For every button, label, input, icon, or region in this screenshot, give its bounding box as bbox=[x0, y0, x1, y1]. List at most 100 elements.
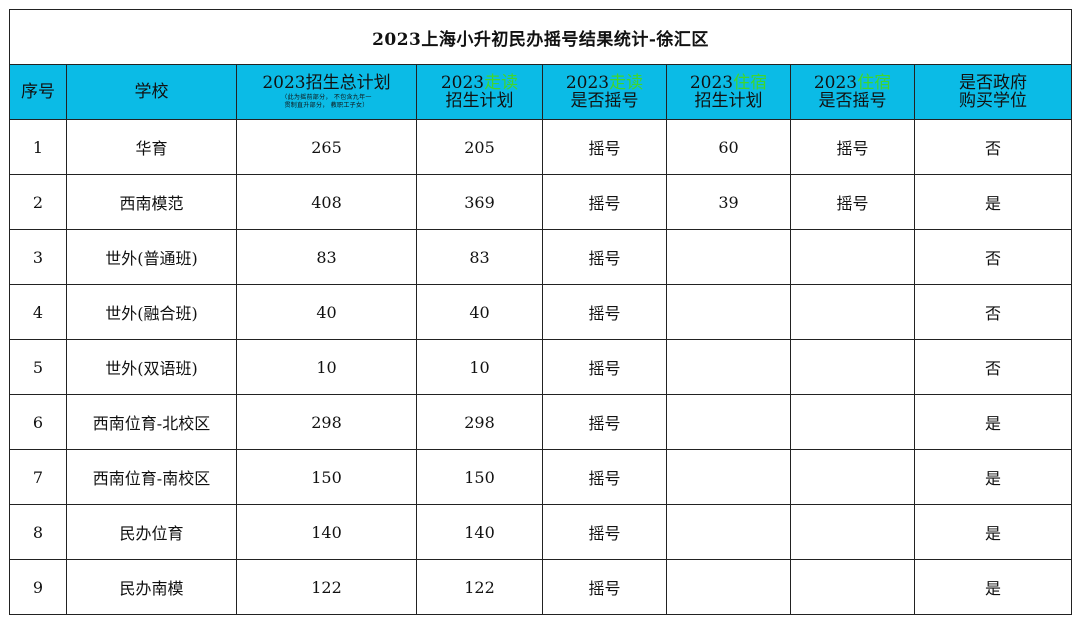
cell-seq: 3 bbox=[9, 229, 67, 285]
cell-day-plan: 369 bbox=[416, 174, 543, 230]
header-seq: 序号 bbox=[9, 64, 67, 120]
cell-day-plan: 10 bbox=[416, 339, 543, 395]
header-day-lottery: 2023走读 是否摇号 bbox=[542, 64, 667, 120]
cell-gov: 是 bbox=[914, 449, 1072, 505]
cell-day-plan: 40 bbox=[416, 284, 543, 340]
header-day-plan-highlight: 走读 bbox=[484, 73, 519, 93]
cell-board-plan bbox=[666, 559, 791, 615]
header-board-lottery-year: 2023 bbox=[813, 73, 858, 93]
header-board-lottery-rest: 是否摇号 bbox=[818, 91, 887, 111]
header-row: 序号 学校 2023招生总计划 （此为摇前部分， 不包含九年一 贯制直升部分， … bbox=[9, 64, 1072, 120]
cell-day-plan: 140 bbox=[416, 504, 543, 560]
table-row: 5 世外(双语班) 10 10 摇号 否 bbox=[9, 339, 1072, 395]
cell-gov: 是 bbox=[914, 394, 1072, 450]
cell-board-lottery: 摇号 bbox=[790, 174, 915, 230]
table-title: 2023上海小升初民办摇号结果统计-徐汇区 bbox=[9, 9, 1072, 65]
header-gov-line1: 是否政府 bbox=[959, 73, 1027, 93]
header-day-plan-rest: 招生计划 bbox=[445, 91, 514, 111]
cell-total: 140 bbox=[236, 504, 417, 560]
header-board-lottery: 2023住宿 是否摇号 bbox=[790, 64, 915, 120]
table-row: 7 西南位育-南校区 150 150 摇号 是 bbox=[9, 449, 1072, 505]
cell-school: 西南位育-南校区 bbox=[66, 449, 237, 505]
header-total-plan-label: 2023招生总计划 bbox=[262, 73, 391, 93]
table-row: 3 世外(普通班) 83 83 摇号 否 bbox=[9, 229, 1072, 285]
header-day-lottery-rest: 是否摇号 bbox=[570, 91, 639, 111]
cell-day-plan: 150 bbox=[416, 449, 543, 505]
title-row: 2023上海小升初民办摇号结果统计-徐汇区 bbox=[9, 9, 1072, 65]
table-row: 8 民办位育 140 140 摇号 是 bbox=[9, 504, 1072, 560]
cell-board-plan bbox=[666, 284, 791, 340]
cell-board-plan bbox=[666, 449, 791, 505]
cell-day-lottery: 摇号 bbox=[542, 449, 667, 505]
cell-total: 265 bbox=[236, 119, 417, 175]
cell-board-plan bbox=[666, 229, 791, 285]
cell-gov: 否 bbox=[914, 119, 1072, 175]
cell-board-lottery bbox=[790, 449, 915, 505]
cell-seq: 4 bbox=[9, 284, 67, 340]
cell-total: 150 bbox=[236, 449, 417, 505]
cell-board-plan: 39 bbox=[666, 174, 791, 230]
cell-total: 298 bbox=[236, 394, 417, 450]
header-gov-purchase: 是否政府 购买学位 bbox=[914, 64, 1072, 120]
header-total-note-1: （此为摇前部分， 不包含九年一 bbox=[281, 94, 372, 101]
cell-school: 世外(双语班) bbox=[66, 339, 237, 395]
cell-school: 民办南模 bbox=[66, 559, 237, 615]
cell-day-plan: 83 bbox=[416, 229, 543, 285]
cell-seq: 8 bbox=[9, 504, 67, 560]
cell-day-plan: 298 bbox=[416, 394, 543, 450]
table-row: 6 西南位育-北校区 298 298 摇号 是 bbox=[9, 394, 1072, 450]
cell-school: 西南位育-北校区 bbox=[66, 394, 237, 450]
cell-school: 民办位育 bbox=[66, 504, 237, 560]
header-board-plan-rest: 招生计划 bbox=[694, 91, 763, 111]
cell-board-lottery bbox=[790, 559, 915, 615]
cell-seq: 1 bbox=[9, 119, 67, 175]
header-day-plan-year: 2023 bbox=[440, 73, 485, 93]
cell-board-lottery bbox=[790, 339, 915, 395]
cell-board-lottery bbox=[790, 504, 915, 560]
cell-gov: 是 bbox=[914, 559, 1072, 615]
table-row: 4 世外(融合班) 40 40 摇号 否 bbox=[9, 284, 1072, 340]
cell-day-lottery: 摇号 bbox=[542, 504, 667, 560]
cell-board-lottery: 摇号 bbox=[790, 119, 915, 175]
cell-board-plan bbox=[666, 394, 791, 450]
cell-day-plan: 205 bbox=[416, 119, 543, 175]
cell-seq: 5 bbox=[9, 339, 67, 395]
header-board-plan-highlight: 住宿 bbox=[733, 73, 768, 93]
cell-day-plan: 122 bbox=[416, 559, 543, 615]
cell-seq: 2 bbox=[9, 174, 67, 230]
cell-board-lottery bbox=[790, 229, 915, 285]
header-board-lottery-highlight: 住宿 bbox=[857, 73, 892, 93]
cell-school: 世外(普通班) bbox=[66, 229, 237, 285]
cell-school: 华育 bbox=[66, 119, 237, 175]
header-school: 学校 bbox=[66, 64, 237, 120]
cell-day-lottery: 摇号 bbox=[542, 559, 667, 615]
cell-day-lottery: 摇号 bbox=[542, 119, 667, 175]
cell-board-plan bbox=[666, 339, 791, 395]
cell-gov: 否 bbox=[914, 339, 1072, 395]
cell-total: 408 bbox=[236, 174, 417, 230]
cell-board-plan bbox=[666, 504, 791, 560]
cell-day-lottery: 摇号 bbox=[542, 394, 667, 450]
lottery-results-table: 2023上海小升初民办摇号结果统计-徐汇区 序号 学校 2023招生总计划 （此… bbox=[9, 9, 1072, 615]
cell-board-lottery bbox=[790, 394, 915, 450]
cell-total: 122 bbox=[236, 559, 417, 615]
cell-day-lottery: 摇号 bbox=[542, 284, 667, 340]
cell-board-plan: 60 bbox=[666, 119, 791, 175]
cell-total: 40 bbox=[236, 284, 417, 340]
cell-day-lottery: 摇号 bbox=[542, 339, 667, 395]
cell-seq: 7 bbox=[9, 449, 67, 505]
header-day-lottery-highlight: 走读 bbox=[609, 73, 644, 93]
header-total-plan: 2023招生总计划 （此为摇前部分， 不包含九年一 贯制直升部分， 教职工子女） bbox=[236, 64, 417, 120]
cell-seq: 6 bbox=[9, 394, 67, 450]
cell-school: 西南模范 bbox=[66, 174, 237, 230]
cell-day-lottery: 摇号 bbox=[542, 174, 667, 230]
cell-gov: 否 bbox=[914, 229, 1072, 285]
cell-gov: 是 bbox=[914, 504, 1072, 560]
cell-gov: 否 bbox=[914, 284, 1072, 340]
header-gov-line2: 购买学位 bbox=[959, 91, 1027, 111]
cell-total: 10 bbox=[236, 339, 417, 395]
cell-school: 世外(融合班) bbox=[66, 284, 237, 340]
cell-total: 83 bbox=[236, 229, 417, 285]
header-board-plan: 2023住宿 招生计划 bbox=[666, 64, 791, 120]
header-day-lottery-year: 2023 bbox=[565, 73, 610, 93]
